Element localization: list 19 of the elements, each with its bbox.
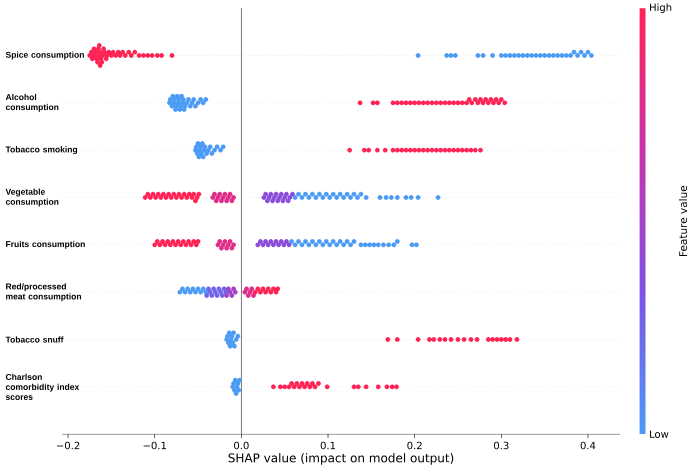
y-tick-label: Red/processed meat consumption bbox=[6, 283, 82, 302]
x-tick-label: 0.2 bbox=[407, 442, 422, 450]
x-tick-label: 0.4 bbox=[580, 442, 596, 450]
y-tick-label: Tobacco snuff bbox=[6, 336, 64, 343]
color-bar-label: High bbox=[650, 3, 672, 13]
x-tick-label: −0.2 bbox=[56, 442, 80, 450]
y-tick-label: Fruits consumption bbox=[6, 240, 85, 249]
x-axis-title: SHAP value (impact on model output) bbox=[228, 453, 454, 465]
color-bar-title: Feature value bbox=[678, 186, 688, 256]
color-bar-label: Low bbox=[650, 430, 668, 438]
y-tick-label: Spice consumption bbox=[6, 51, 84, 60]
x-tick-label: −0.1 bbox=[144, 442, 166, 450]
x-tick-label: 0.0 bbox=[234, 442, 249, 450]
x-tick-label: 0.3 bbox=[494, 442, 508, 450]
x-tick-label: 0.1 bbox=[320, 442, 336, 450]
y-tick-label: Tobacco smoking bbox=[6, 146, 78, 154]
y-tick-label: Vegetable consumption bbox=[6, 188, 58, 206]
y-tick-label: Charlson comorbidity index scores bbox=[6, 374, 80, 400]
y-tick-label: Alcohol consumption bbox=[6, 94, 58, 112]
